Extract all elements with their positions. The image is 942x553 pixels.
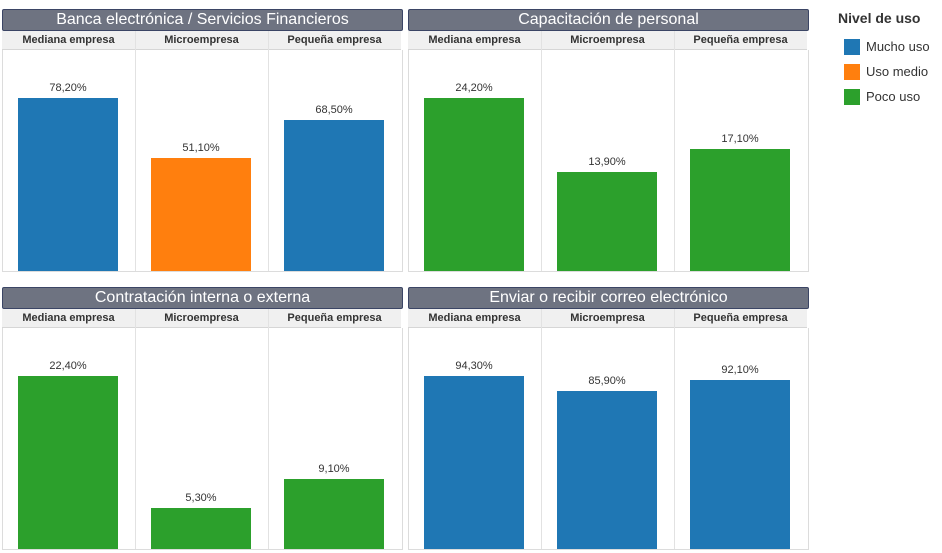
bar[interactable] xyxy=(690,149,790,271)
chart-panel: Enviar o recibir correo electrónico Media… xyxy=(408,287,809,550)
bar[interactable] xyxy=(151,158,251,271)
column-header: Microempresa xyxy=(541,309,674,328)
column-separator xyxy=(268,309,269,549)
column-header: Microempresa xyxy=(135,31,268,50)
chart-title: Contratación interna o externa xyxy=(2,287,403,309)
column-separator xyxy=(674,31,675,271)
column-separator xyxy=(268,31,269,271)
plot-area xyxy=(408,328,809,550)
bar[interactable] xyxy=(424,98,524,271)
legend-item-uso-medio[interactable]: Uso medio xyxy=(838,59,942,84)
bar[interactable] xyxy=(284,479,384,549)
data-label: 85,90% xyxy=(588,375,626,387)
legend-label: Uso medio xyxy=(866,64,929,79)
column-separator xyxy=(674,309,675,549)
data-label: 17,10% xyxy=(721,133,759,145)
bar[interactable] xyxy=(151,508,251,549)
data-label: 78,20% xyxy=(49,82,87,94)
legend-swatch-uso-medio xyxy=(844,63,860,80)
column-separator xyxy=(541,31,542,271)
bar[interactable] xyxy=(557,172,657,271)
column-header: Microempresa xyxy=(135,309,268,328)
column-separator xyxy=(541,309,542,549)
bar[interactable] xyxy=(18,376,118,549)
data-label: 68,50% xyxy=(315,104,353,116)
column-header: Pequeña empresa xyxy=(674,309,807,328)
bar[interactable] xyxy=(557,391,657,549)
column-header: Pequeña empresa xyxy=(674,31,807,50)
data-label: 5,30% xyxy=(185,492,217,504)
bar[interactable] xyxy=(690,380,790,549)
chart-title: Banca electrónica / Servicios Financiero… xyxy=(2,9,403,31)
chart-title: Enviar o recibir correo electrónico xyxy=(408,287,809,309)
data-label: 22,40% xyxy=(49,360,87,372)
column-header: Mediana empresa xyxy=(2,309,135,328)
plot-area xyxy=(2,328,403,550)
legend-title: Nivel de uso xyxy=(838,10,921,26)
column-header: Mediana empresa xyxy=(408,31,541,50)
column-header: Pequeña empresa xyxy=(268,31,401,50)
legend-label: Mucho uso xyxy=(866,39,930,54)
data-label: 51,10% xyxy=(182,142,220,154)
plot-area xyxy=(408,50,809,272)
chart-title: Capacitación de personal xyxy=(408,9,809,31)
chart-panel: Contratación interna o externa Mediana em… xyxy=(2,287,403,550)
legend-item-mucho-uso[interactable]: Mucho uso xyxy=(838,34,942,59)
bar[interactable] xyxy=(424,376,524,549)
legend: Nivel de uso Mucho uso Uso medio Poco us… xyxy=(838,10,942,109)
column-separator xyxy=(135,31,136,271)
column-header: Mediana empresa xyxy=(2,31,135,50)
data-label: 9,10% xyxy=(318,463,350,475)
plot-area xyxy=(2,50,403,272)
legend-item-poco-uso[interactable]: Poco uso xyxy=(838,84,942,109)
chart-panel: Banca electrónica / Servicios Financiero… xyxy=(2,9,403,272)
data-label: 13,90% xyxy=(588,156,626,168)
column-header: Pequeña empresa xyxy=(268,309,401,328)
data-label: 94,30% xyxy=(455,360,493,372)
legend-label: Poco uso xyxy=(866,89,921,104)
column-separator xyxy=(135,309,136,549)
chart-panel: Capacitación de personal Mediana empresa 2… xyxy=(408,9,809,272)
column-header: Mediana empresa xyxy=(408,309,541,328)
legend-swatch-poco-uso xyxy=(844,88,860,105)
bar[interactable] xyxy=(284,120,384,271)
data-label: 92,10% xyxy=(721,364,759,376)
data-label: 24,20% xyxy=(455,82,493,94)
column-header: Microempresa xyxy=(541,31,674,50)
legend-swatch-mucho-uso xyxy=(844,38,860,55)
bar[interactable] xyxy=(18,98,118,271)
